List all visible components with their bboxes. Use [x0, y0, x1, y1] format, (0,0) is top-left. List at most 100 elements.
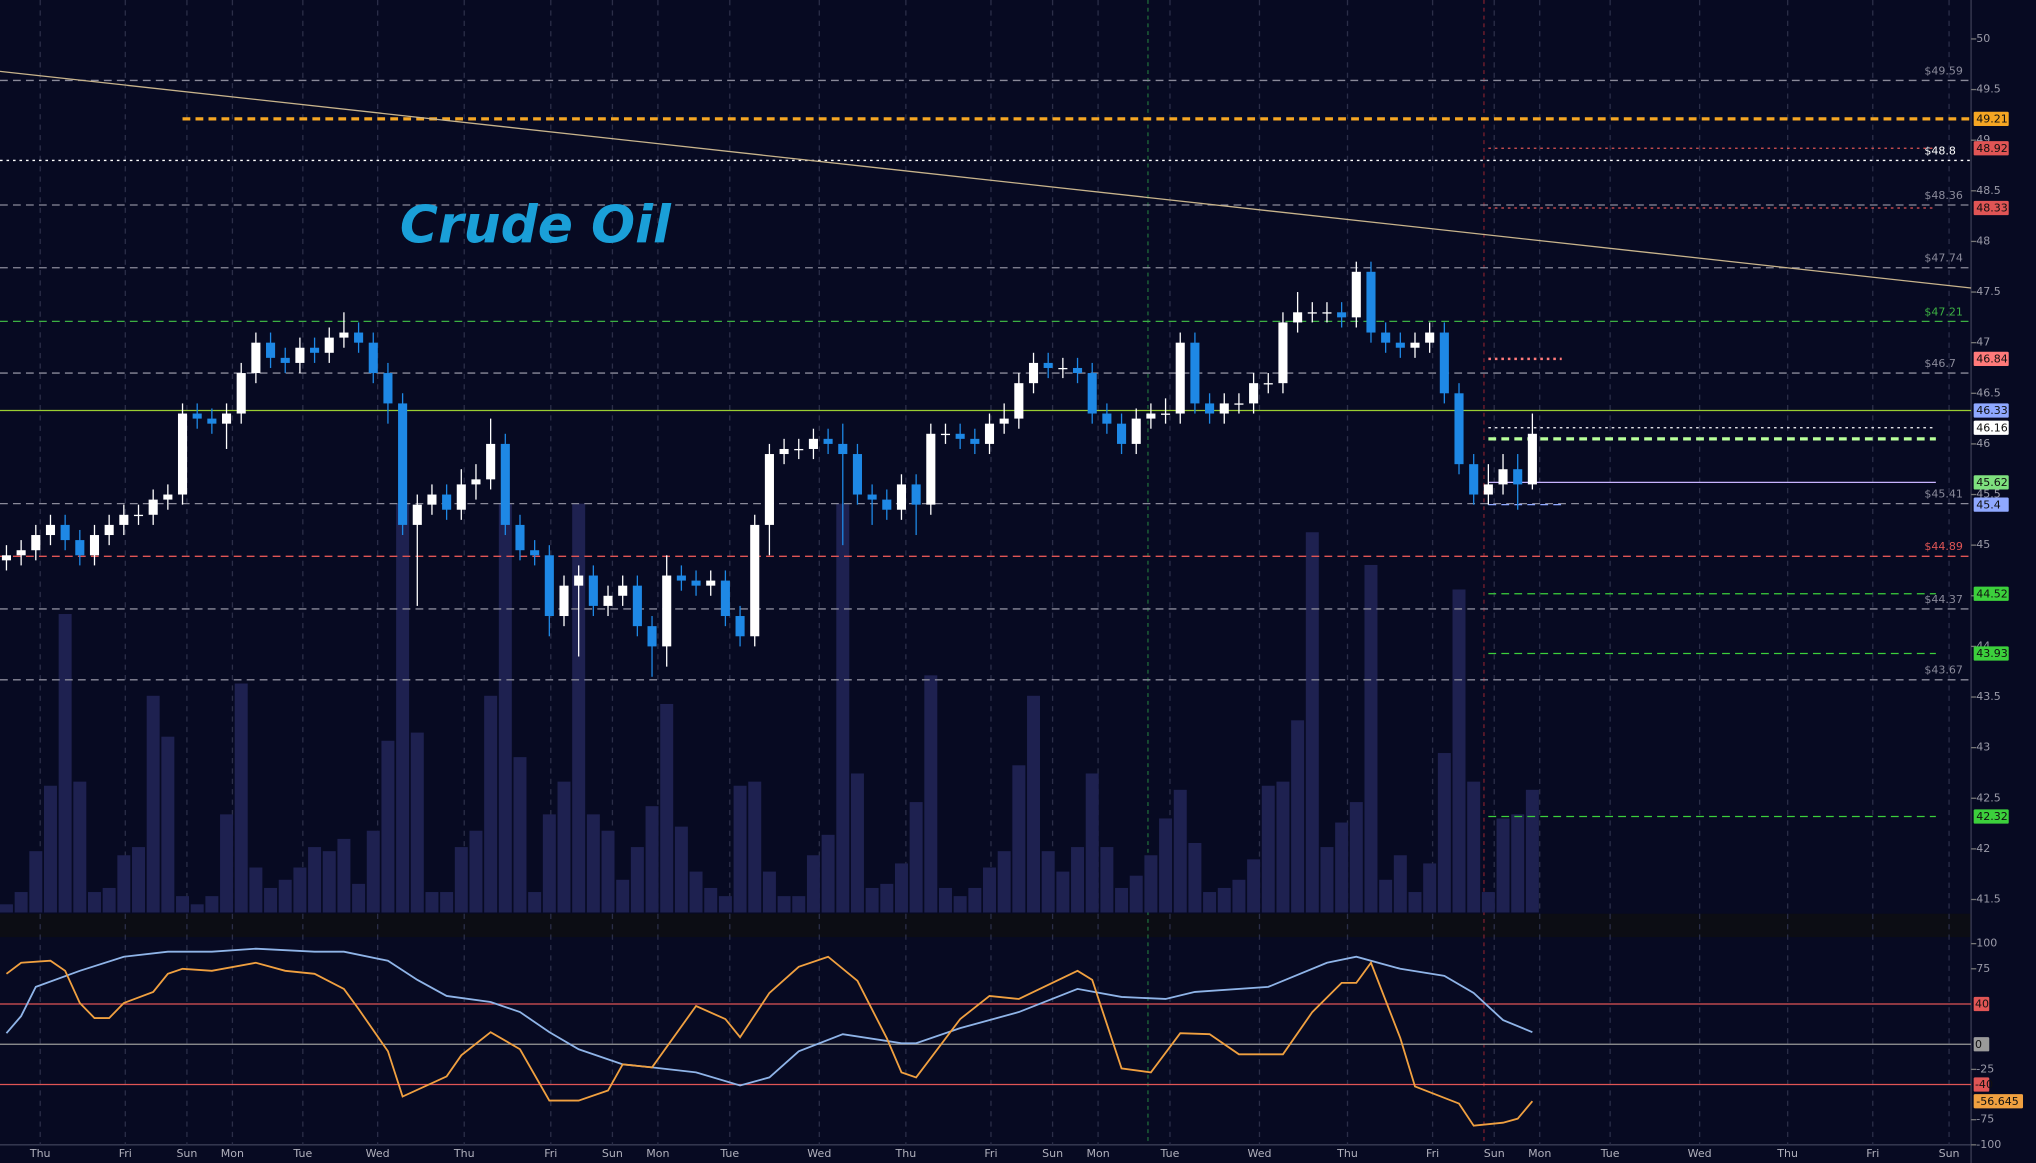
panel-separator [0, 913, 1972, 938]
volume-bar [1232, 879, 1246, 913]
price-level-value: 46.16 [1976, 421, 2008, 434]
candle-body [852, 454, 862, 495]
volume-bar [87, 892, 101, 913]
last-value: -56.645 [1976, 1095, 2019, 1108]
candle-body [236, 373, 246, 414]
volume-bar [1320, 847, 1334, 913]
volume-bar [836, 503, 850, 913]
volume-bar [410, 732, 424, 913]
y-tick-label: 75 [1976, 962, 1990, 975]
candle-body [1219, 403, 1229, 414]
candle-body [1395, 342, 1405, 348]
volume-bar [748, 781, 762, 913]
price-level-box [1973, 420, 2009, 435]
y-tick-label: 48 [1976, 234, 1990, 247]
x-tick-label: Sun [176, 1147, 197, 1160]
volume-bar [1012, 765, 1026, 913]
candle-body [500, 443, 510, 525]
x-tick-label: Thu [1336, 1147, 1358, 1160]
price-level-value: 48.33 [1976, 202, 2008, 215]
volume-bar [542, 814, 556, 913]
candle-body [427, 494, 437, 505]
volume-bar [1305, 532, 1319, 913]
volume-bar [102, 887, 116, 913]
x-tick-label: Mon [1086, 1147, 1109, 1160]
volume-bar [938, 887, 952, 913]
volume-bar [660, 703, 674, 913]
volume-layer [0, 503, 1539, 913]
candle-body [706, 580, 716, 586]
price-level-value: 46.84 [1976, 353, 2008, 366]
candle-body [60, 524, 70, 541]
candle-body [1410, 342, 1420, 348]
volume-bar [645, 806, 659, 913]
candle-body [720, 580, 730, 617]
y-tick-label: 42.5 [1976, 791, 2001, 804]
candle-body [999, 418, 1009, 424]
volume-bar [1349, 802, 1363, 913]
volume-bar [1408, 892, 1422, 913]
candle-body [1307, 312, 1317, 314]
candle-body [955, 433, 965, 439]
volume-bar [14, 892, 28, 913]
volume-bar [1423, 863, 1437, 913]
candle-body [133, 514, 144, 517]
volume-bar [704, 887, 718, 913]
x-tick-label: Fri [1866, 1147, 1879, 1160]
volume-bar [1335, 822, 1349, 913]
volume-bar [733, 785, 747, 913]
candle-body [310, 347, 320, 353]
price-level-box [1973, 111, 2009, 127]
candle-body [603, 595, 613, 606]
x-tick-label: Tue [292, 1147, 312, 1160]
volume-bar [1085, 773, 1099, 913]
volume-bar [366, 830, 380, 913]
x-tick-label: Tue [1160, 1147, 1180, 1160]
candle-body [1454, 393, 1464, 465]
price-level-value: 42.32 [1976, 810, 2008, 823]
volume-bar [1056, 871, 1070, 913]
candle-body [838, 443, 848, 455]
candle-body [823, 438, 833, 444]
price-level-label: $44.89 [1924, 540, 1963, 553]
candle-body [735, 616, 745, 637]
volume-bar [337, 838, 351, 913]
volume-bar [806, 855, 820, 913]
volume-bar [454, 847, 468, 913]
volume-bar [73, 781, 87, 913]
y-tick-label: -100 [1976, 1138, 2001, 1151]
volume-bar [161, 736, 175, 913]
candle-body [1190, 342, 1200, 404]
volume-bar [58, 614, 72, 913]
candle-body [1043, 362, 1053, 368]
candle-body [1175, 342, 1185, 414]
volume-bar [205, 896, 219, 913]
candle-body [1425, 332, 1435, 343]
x-tick-label: Thu [29, 1147, 51, 1160]
candle-body [1263, 383, 1273, 385]
volume-bar [909, 802, 923, 913]
oscillator-level-value: -40 [1975, 1078, 1993, 1091]
candle-body [1087, 373, 1097, 414]
y-tick-label: 48.5 [1976, 184, 2001, 197]
price-level-label: $47.21 [1924, 305, 1963, 318]
volume-bar [220, 814, 234, 913]
volume-bar [1496, 818, 1510, 913]
candle-body [1498, 469, 1508, 485]
candle-body [779, 448, 789, 455]
volume-bar [1217, 887, 1231, 913]
candle-body [647, 626, 657, 647]
price-level-box [1973, 475, 2009, 490]
candle-body [280, 357, 290, 363]
x-tick-label: Fri [544, 1147, 557, 1160]
x-tick-label: Thu [1776, 1147, 1798, 1160]
x-tick-label: Wed [1688, 1147, 1712, 1160]
candle-body [1072, 367, 1083, 374]
volume-bar [249, 867, 263, 913]
trend-line [0, 70, 1972, 289]
candle-body [559, 585, 569, 617]
candle-body [148, 499, 158, 515]
y-tick-label: 42 [1976, 842, 1990, 855]
x-tick-label: Mon [646, 1147, 669, 1160]
